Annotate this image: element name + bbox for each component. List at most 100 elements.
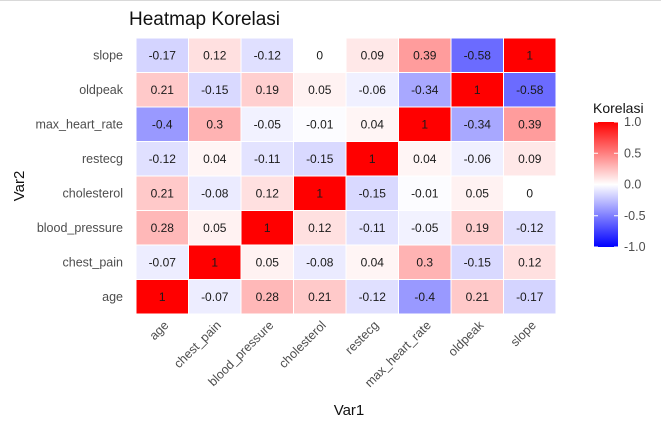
heatmap-cell: [503, 141, 557, 177]
heatmap-cell: [240, 141, 294, 177]
cell-value-label: -0.34: [464, 117, 492, 131]
heatmap-cell: [293, 175, 347, 211]
heatmap-cell: [188, 279, 242, 315]
heatmap-cell: [345, 175, 399, 211]
x-tick-label: restecg: [342, 318, 381, 357]
y-tick-label: max_heart_rate: [35, 117, 123, 131]
heatmap-cell: [188, 106, 242, 142]
heatmap-cell: [345, 210, 399, 246]
legend-tick-label: -1.0: [624, 240, 646, 254]
cell-value-label: 0.12: [308, 221, 332, 235]
x-tick-label: oldpeak: [446, 318, 487, 359]
heatmap-cell: [398, 37, 452, 73]
y-tick-label: restecg: [82, 152, 123, 166]
cell-value-label: -0.06: [359, 83, 387, 97]
cell-value-label: 0: [316, 48, 323, 62]
heatmap-cell: [450, 37, 504, 73]
cell-value-label: -0.08: [201, 186, 229, 200]
cell-value-label: -0.17: [149, 48, 177, 62]
cell-value-label: -0.58: [516, 83, 544, 97]
heatmap-cell: [293, 106, 347, 142]
cell-value-label: -0.05: [254, 117, 282, 131]
heatmap-cell: [135, 279, 189, 315]
heatmap-cell: [240, 210, 294, 246]
y-tick-label: slope: [93, 48, 123, 62]
heatmap-cell: [188, 175, 242, 211]
heatmap-cell: [503, 244, 557, 280]
cell-value-label: 0.21: [308, 290, 332, 304]
cell-value-label: -0.4: [414, 290, 435, 304]
heatmap-cell: [503, 279, 557, 315]
cell-value-label: 0.21: [466, 290, 490, 304]
legend-tick-label: 0.5: [624, 146, 641, 160]
cell-value-label: 0.39: [518, 117, 542, 131]
color-legend: Korelasi 1.0 0.5 0.0 -0.5 -1.0: [593, 100, 646, 254]
cell-value-label: -0.05: [411, 221, 439, 235]
cell-value-label: 1: [369, 152, 376, 166]
heatmap-cell: [450, 106, 504, 142]
legend-tick-label: 0.0: [624, 178, 641, 192]
x-tick-label: age: [147, 318, 172, 343]
heatmap-cell: [188, 210, 242, 246]
heatmap-cell: [135, 210, 189, 246]
cell-value-label: -0.15: [464, 255, 492, 269]
heatmap-cell: [293, 210, 347, 246]
cell-value-label: 0.12: [203, 48, 227, 62]
cell-value-label: 0.39: [413, 48, 437, 62]
cell-value-label: 0.05: [308, 83, 332, 97]
heatmap-cell: [398, 175, 452, 211]
cell-value-label: 1: [526, 48, 533, 62]
cell-value-label: 1: [421, 117, 428, 131]
cell-value-label: -0.15: [359, 186, 387, 200]
cell-value-label: -0.4: [152, 117, 173, 131]
cell-value-label: -0.07: [201, 290, 229, 304]
y-tick-label: age: [102, 290, 123, 304]
heatmap-cell: [293, 279, 347, 315]
y-tick-label: blood_pressure: [37, 221, 123, 235]
y-tick-label: chest_pain: [63, 255, 124, 269]
cell-value-label: 0.28: [256, 290, 280, 304]
cell-value-label: -0.15: [201, 83, 229, 97]
heatmap-cell: [503, 72, 557, 108]
cell-value-label: 0.19: [256, 83, 280, 97]
cell-value-label: 1: [264, 221, 271, 235]
heatmap-cell: [135, 37, 189, 73]
heatmap-cell: [135, 175, 189, 211]
cell-value-label: -0.15: [306, 152, 334, 166]
legend-title: Korelasi: [593, 100, 644, 116]
cell-value-label: 0.05: [466, 186, 490, 200]
cell-value-label: -0.01: [411, 186, 439, 200]
cell-value-label: -0.58: [464, 48, 492, 62]
cell-value-label: -0.07: [149, 255, 177, 269]
cell-value-label: 0.05: [256, 255, 280, 269]
cell-value-label: -0.12: [254, 48, 282, 62]
cell-value-label: -0.12: [516, 221, 544, 235]
cell-value-label: 0.09: [518, 152, 542, 166]
cell-value-label: 0.05: [203, 221, 227, 235]
heatmap-cell: [345, 72, 399, 108]
heatmap-cell: [450, 210, 504, 246]
cell-value-label: 0.3: [416, 255, 433, 269]
legend-tick-label: -0.5: [624, 209, 646, 223]
heatmap-cell: [398, 106, 452, 142]
x-tick-label: chest_pain: [171, 318, 224, 371]
cell-value-label: 0.04: [361, 117, 385, 131]
y-axis-title: Var2: [11, 171, 28, 202]
cell-value-label: -0.12: [359, 290, 387, 304]
top-divider: [0, 0, 661, 1]
cell-value-label: 1: [474, 83, 481, 97]
heatmap-cell: [450, 72, 504, 108]
cell-value-label: -0.01: [306, 117, 334, 131]
cell-value-label: 0.04: [361, 255, 385, 269]
heatmap-cell: [398, 279, 452, 315]
heatmap-cell: [293, 244, 347, 280]
heatmap-cell: [293, 72, 347, 108]
cell-value-label: 0.19: [466, 221, 490, 235]
heatmap-cell: [293, 37, 347, 73]
heatmap-cell: [345, 37, 399, 73]
cell-value-label: -0.11: [254, 152, 281, 166]
cell-value-label: -0.06: [464, 152, 492, 166]
heatmap-cell: [188, 244, 242, 280]
